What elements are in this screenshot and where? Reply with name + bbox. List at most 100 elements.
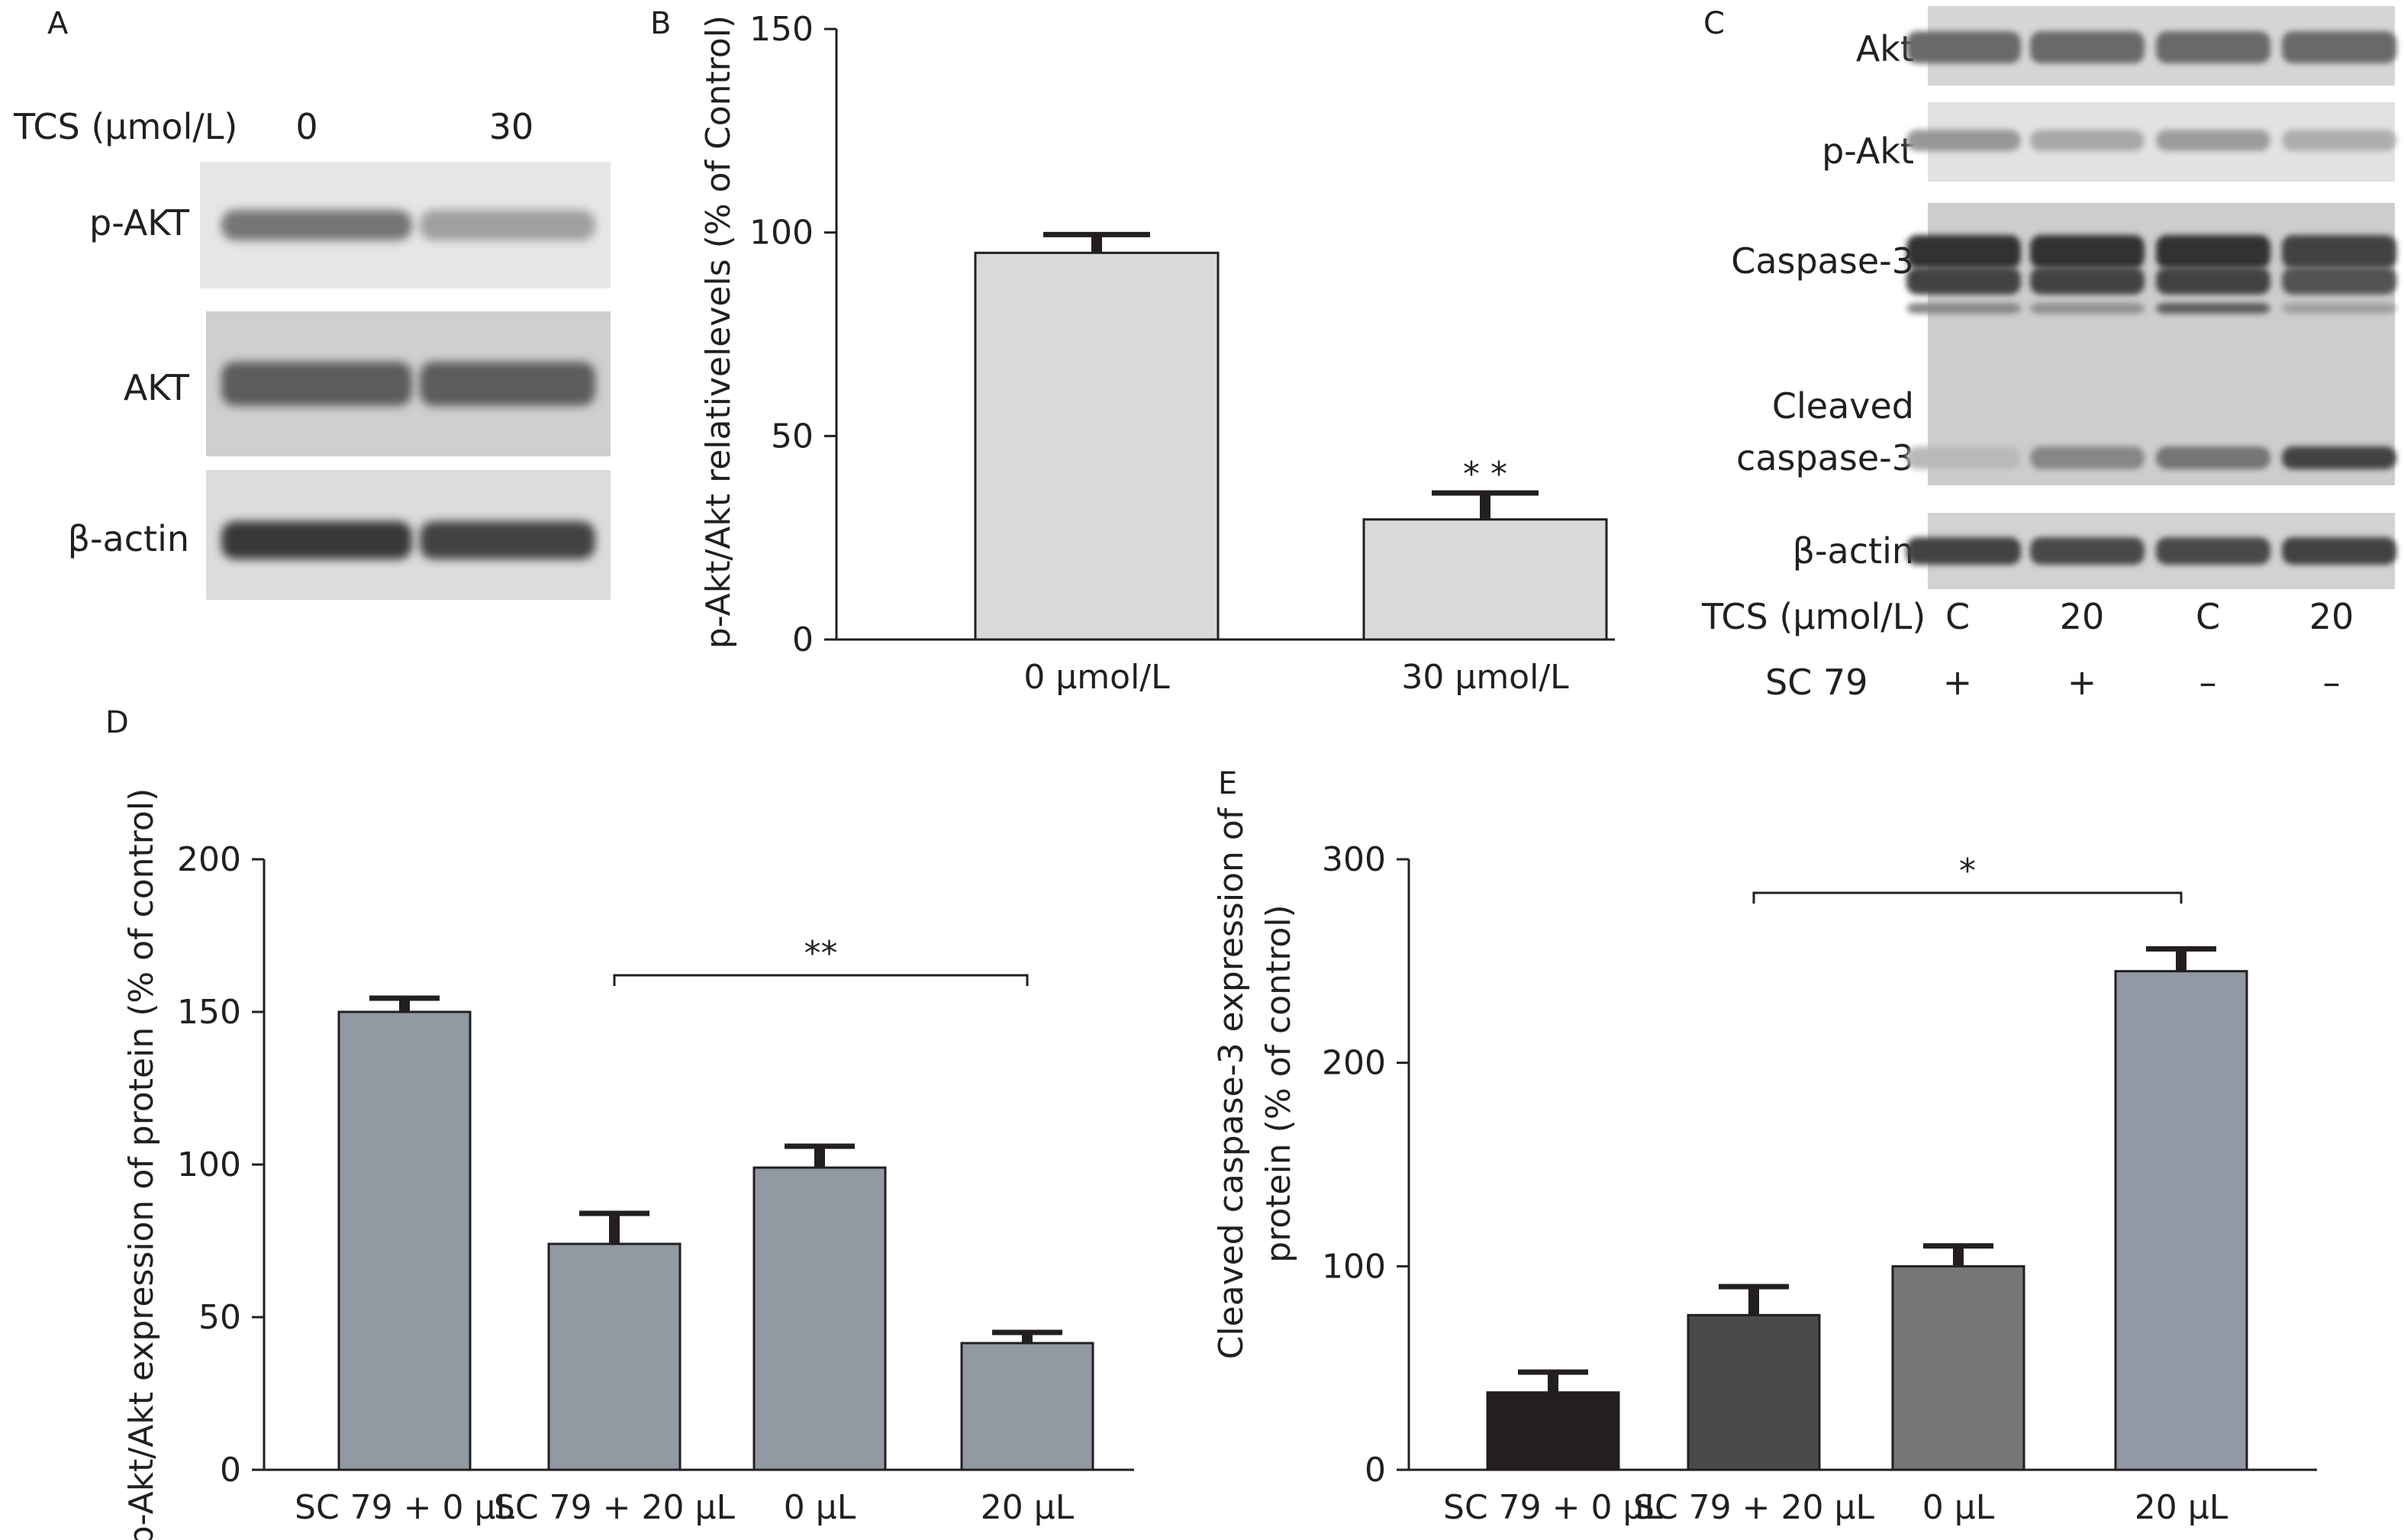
- blot-c-row-label: p-Akt: [1822, 130, 1914, 172]
- band: [2030, 235, 2145, 269]
- x-tick-label: 20 μL: [2135, 1488, 2228, 1527]
- blot-c-row-label: caspase-3: [1736, 437, 1914, 478]
- band: [2030, 130, 2145, 151]
- band: [2030, 303, 2145, 314]
- significance-marker: *: [1959, 852, 1976, 891]
- chart-e-y-axis-title: Cleaved caspase-3 expression of: [1212, 807, 1251, 1359]
- blot-c-row-label: Cleaved: [1772, 385, 1914, 427]
- blot-a-lane-label: 0: [295, 106, 317, 147]
- band: [1906, 303, 2021, 314]
- band: [2282, 235, 2396, 269]
- chart-b-y-axis-title: p-Akt/Akt relativelevels (% of Control): [699, 15, 738, 649]
- blot-a-lane-label: 30: [489, 106, 534, 147]
- band: [2156, 235, 2270, 269]
- band: [1906, 267, 2021, 295]
- y-tick-label: 300: [1322, 840, 1386, 879]
- bar: [1891, 1265, 2025, 1471]
- blot-c-sc79-value: +: [2067, 662, 2097, 703]
- x-tick-label: 30 μmol/L: [1401, 658, 1569, 697]
- band: [420, 362, 595, 406]
- bar: [974, 251, 1220, 641]
- y-tick-label: 150: [177, 993, 241, 1032]
- bar: [1486, 1391, 1620, 1471]
- panel-label-a: A: [47, 6, 69, 41]
- band: [2282, 31, 2396, 63]
- band: [2282, 446, 2396, 469]
- panel-label-b: B: [650, 6, 671, 41]
- blot-a: TCS (μmol/L) 0 30 p-AKT AKT β-actin: [13, 106, 611, 600]
- blot-c-treatment-value: 20: [2060, 596, 2105, 637]
- band: [2030, 446, 2145, 469]
- band: [2282, 267, 2396, 295]
- x-tick-label: SC 79 + 20 μL: [1633, 1488, 1874, 1527]
- band: [2156, 267, 2270, 295]
- y-tick-label: 100: [177, 1145, 241, 1184]
- y-tick-label: 100: [1322, 1247, 1386, 1286]
- band: [2282, 303, 2396, 314]
- significance-marker: **: [804, 934, 838, 973]
- blot-c-treatment-value: C: [1945, 596, 1970, 637]
- x-tick-label: SC 79 + 0 μL: [1443, 1488, 1663, 1527]
- blot-c-sc79-label: SC 79: [1765, 662, 1867, 703]
- band: [2282, 130, 2396, 151]
- x-tick-label: 20 μL: [981, 1488, 1075, 1527]
- chart-b: p-Akt/Akt relativelevels (% of Control) …: [699, 10, 1615, 697]
- band: [2030, 537, 2145, 565]
- bar: [1362, 518, 1608, 641]
- band: [2156, 537, 2270, 565]
- chart-d-y-axis-title: p-Akt/Akt expression of protein (% of co…: [122, 788, 161, 1540]
- panel-label-c: C: [1703, 6, 1725, 41]
- x-tick-label: 0 μL: [784, 1488, 856, 1527]
- blot-c-sc79-value: +: [1943, 662, 1973, 703]
- chart-d: p-Akt/Akt expression of protein (% of co…: [122, 788, 1134, 1540]
- band: [2156, 446, 2270, 469]
- blot-c-treatment-value: C: [2196, 596, 2220, 637]
- band: [2156, 130, 2270, 151]
- blot-c-row-label: Akt: [1856, 28, 1914, 69]
- band: [2282, 537, 2396, 565]
- blot-a-row-label: β-actin: [68, 518, 189, 559]
- y-tick-label: 200: [177, 840, 241, 879]
- chart-e: Cleaved caspase-3 expression of protein …: [1212, 807, 2317, 1527]
- band: [2156, 303, 2270, 314]
- band: [420, 521, 595, 559]
- y-tick-label: 100: [749, 214, 814, 253]
- y-tick-label: 150: [749, 10, 814, 49]
- panel-label-d: D: [105, 705, 129, 740]
- band: [1906, 31, 2021, 63]
- significance-bracket: [1752, 891, 2183, 904]
- panel-label-e: E: [1218, 766, 1237, 801]
- y-tick-label: 50: [771, 417, 814, 456]
- band: [1906, 446, 2021, 469]
- bar: [337, 1010, 472, 1471]
- y-tick-label: 0: [1365, 1451, 1386, 1490]
- blot-c: Akt p-Akt Caspase-3 Cleaved caspase-3 β-…: [1701, 6, 2396, 703]
- blot-a-treatment-label: TCS (μmol/L): [13, 106, 237, 147]
- band: [1906, 235, 2021, 269]
- band: [2030, 267, 2145, 295]
- blot-c-row-label: β-actin: [1793, 530, 1914, 572]
- significance-marker: * *: [1463, 455, 1507, 494]
- chart-e-y-axis-title: protein (% of control): [1259, 904, 1298, 1262]
- bar: [960, 1342, 1094, 1471]
- x-tick-label: SC 79 + 0 μL: [295, 1488, 514, 1527]
- band: [2030, 31, 2145, 63]
- x-tick-label: SC 79 + 20 μL: [494, 1488, 735, 1527]
- bar: [1687, 1313, 1821, 1471]
- band: [221, 521, 412, 559]
- y-tick-label: 0: [220, 1451, 241, 1490]
- blot-c-row-label: Caspase-3: [1731, 240, 1914, 282]
- band: [221, 210, 412, 240]
- band: [2156, 31, 2270, 63]
- bar: [2114, 970, 2248, 1471]
- y-tick-label: 0: [792, 620, 814, 659]
- bar: [547, 1242, 682, 1471]
- y-tick-label: 50: [198, 1298, 241, 1337]
- blot-c-treatment-label: TCS (μmol/L): [1701, 596, 1925, 637]
- blot-c-sc79-value: –: [2199, 662, 2217, 703]
- blot-c-sc79-value: –: [2323, 662, 2341, 703]
- blot-a-row-label: p-AKT: [89, 202, 190, 243]
- y-tick-label: 200: [1322, 1044, 1386, 1083]
- x-tick-label: 0 μmol/L: [1023, 658, 1170, 697]
